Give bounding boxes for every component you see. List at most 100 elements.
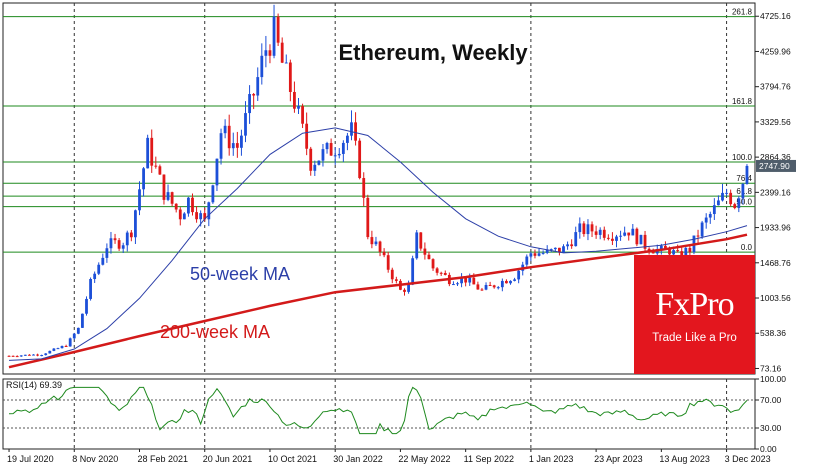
candle-body [664, 245, 667, 249]
candle-body [492, 285, 496, 288]
candle-body [390, 269, 394, 280]
candle-body [211, 185, 215, 203]
candle-body [150, 137, 154, 166]
candle-body [456, 283, 459, 285]
candle-body [419, 232, 423, 249]
candle-body [109, 238, 113, 249]
candle-body [452, 284, 455, 286]
price-tick-label: 3794.76 [760, 82, 791, 92]
candle-body [684, 247, 688, 259]
candle-body [182, 213, 186, 220]
candle-body [631, 228, 635, 236]
candle-body [594, 231, 598, 235]
fib-label: 50.0 [736, 198, 752, 207]
candle-body [235, 143, 239, 148]
fib-label: 161.8 [732, 97, 753, 106]
candle-body [366, 197, 370, 238]
candle-body [97, 264, 101, 274]
fib-label: 61.8 [736, 187, 752, 196]
candle-body [378, 241, 382, 252]
candle-body [733, 204, 737, 209]
candle-body [64, 345, 68, 347]
candle-body [545, 249, 549, 253]
price-tick-label: 73.16 [760, 363, 782, 373]
candle-body [252, 94, 256, 96]
candle-body [346, 135, 349, 143]
candle-body [219, 133, 223, 159]
candle-body [741, 184, 745, 199]
candle-body [81, 313, 84, 328]
brand-slogan: Trade Like a Pro [652, 331, 737, 344]
candle-body [712, 205, 716, 215]
fib-label: 0.0 [741, 243, 753, 252]
candle-body [464, 277, 468, 283]
candle-body [566, 244, 569, 247]
candle-body [598, 229, 602, 235]
fib-label: 261.8 [732, 8, 753, 17]
candle-body [427, 254, 431, 260]
candle-body [166, 192, 170, 200]
candle-body [688, 247, 692, 253]
candle-body [672, 250, 675, 255]
candle-body [105, 248, 109, 258]
candle-body [496, 287, 500, 289]
candle-body [439, 272, 443, 274]
candle-body [586, 224, 590, 235]
rsi-tick-label: 100.00 [760, 374, 786, 384]
candle-body [301, 106, 304, 124]
candle-body [460, 277, 463, 284]
current-price-label: 2747.90 [759, 161, 790, 171]
ma200-label: 200-week MA [160, 322, 270, 342]
rsi-line [8, 386, 748, 435]
candle-body [659, 245, 663, 250]
candle-body [602, 229, 606, 238]
candle-body [329, 143, 333, 156]
candle-body [325, 143, 329, 150]
x-tick-label: 19 Jul 2020 [7, 454, 54, 464]
candle-body [676, 250, 680, 252]
price-tick-label: 4259.96 [760, 46, 791, 56]
candle-body [529, 253, 533, 257]
candle-body [215, 158, 219, 186]
candle-body [350, 122, 353, 136]
candle-body [513, 279, 516, 281]
x-tick-label: 3 Dec 2023 [725, 454, 771, 464]
x-tick-label: 22 May 2022 [398, 454, 450, 464]
candle-body [386, 255, 390, 270]
rsi-tick-label: 30.00 [760, 423, 782, 433]
candle-body [93, 273, 97, 280]
candle-body [44, 353, 48, 356]
candle-body [505, 280, 508, 284]
candle-body [28, 354, 31, 356]
x-tick-label: 28 Feb 2021 [138, 454, 189, 464]
candle-body [476, 284, 480, 290]
candle-body [76, 327, 80, 334]
candle-body [484, 284, 488, 290]
candle-body [611, 238, 614, 241]
candle-body [276, 16, 280, 43]
candle-body [313, 164, 317, 171]
candle-body [146, 137, 150, 169]
rsi-tick-label: 70.00 [760, 395, 782, 405]
price-tick-label: 1468.76 [760, 258, 791, 268]
candle-body [394, 279, 398, 281]
candle-body [101, 257, 105, 265]
candle-body [195, 212, 198, 220]
candle-body [317, 160, 321, 165]
candle-body [40, 355, 44, 357]
candle-body [264, 50, 268, 56]
candle-body [415, 232, 419, 259]
candle-body [68, 338, 72, 347]
candle-body [321, 149, 325, 161]
candle-body [272, 16, 276, 56]
candle-body [174, 203, 178, 210]
candle-body [341, 142, 345, 154]
candle-body [178, 209, 182, 220]
candle-body [362, 178, 366, 198]
candle-body [737, 198, 741, 209]
current-price-tag [756, 159, 796, 172]
candle-body [549, 249, 553, 251]
candle-body [431, 259, 435, 269]
candle-body [590, 224, 594, 232]
candle-body [403, 289, 406, 292]
